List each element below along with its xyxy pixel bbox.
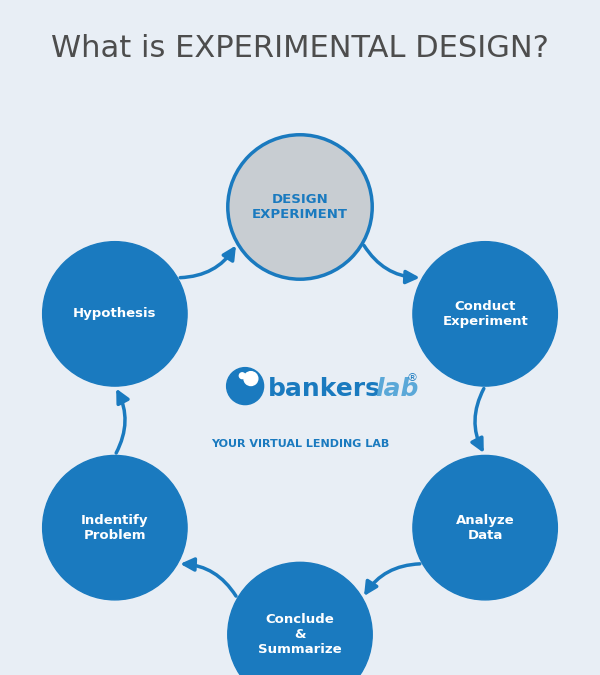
FancyArrowPatch shape: [116, 392, 128, 453]
Text: Indentify
Problem: Indentify Problem: [81, 514, 149, 541]
Circle shape: [43, 242, 187, 386]
Circle shape: [228, 562, 372, 675]
FancyArrowPatch shape: [180, 248, 234, 277]
FancyArrowPatch shape: [184, 559, 236, 596]
Text: Analyze
Data: Analyze Data: [456, 514, 514, 541]
Text: What is EXPERIMENTAL DESIGN?: What is EXPERIMENTAL DESIGN?: [51, 34, 549, 63]
Text: YOUR VIRTUAL LENDING LAB: YOUR VIRTUAL LENDING LAB: [211, 439, 389, 449]
Text: Conduct
Experiment: Conduct Experiment: [442, 300, 528, 328]
FancyArrowPatch shape: [472, 389, 484, 450]
Circle shape: [244, 372, 258, 385]
Circle shape: [227, 368, 263, 404]
FancyArrowPatch shape: [366, 564, 420, 593]
Text: bankers: bankers: [268, 377, 381, 401]
Text: Hypothesis: Hypothesis: [73, 307, 157, 321]
Circle shape: [228, 135, 372, 279]
Circle shape: [413, 456, 557, 600]
Text: ®: ®: [407, 373, 418, 383]
Circle shape: [239, 373, 245, 379]
Text: Conclude
&
Summarize: Conclude & Summarize: [258, 613, 342, 656]
FancyArrowPatch shape: [364, 246, 416, 283]
Text: lab: lab: [375, 377, 418, 401]
Circle shape: [43, 456, 187, 600]
Circle shape: [413, 242, 557, 386]
Text: DESIGN
EXPERIMENT: DESIGN EXPERIMENT: [252, 193, 348, 221]
